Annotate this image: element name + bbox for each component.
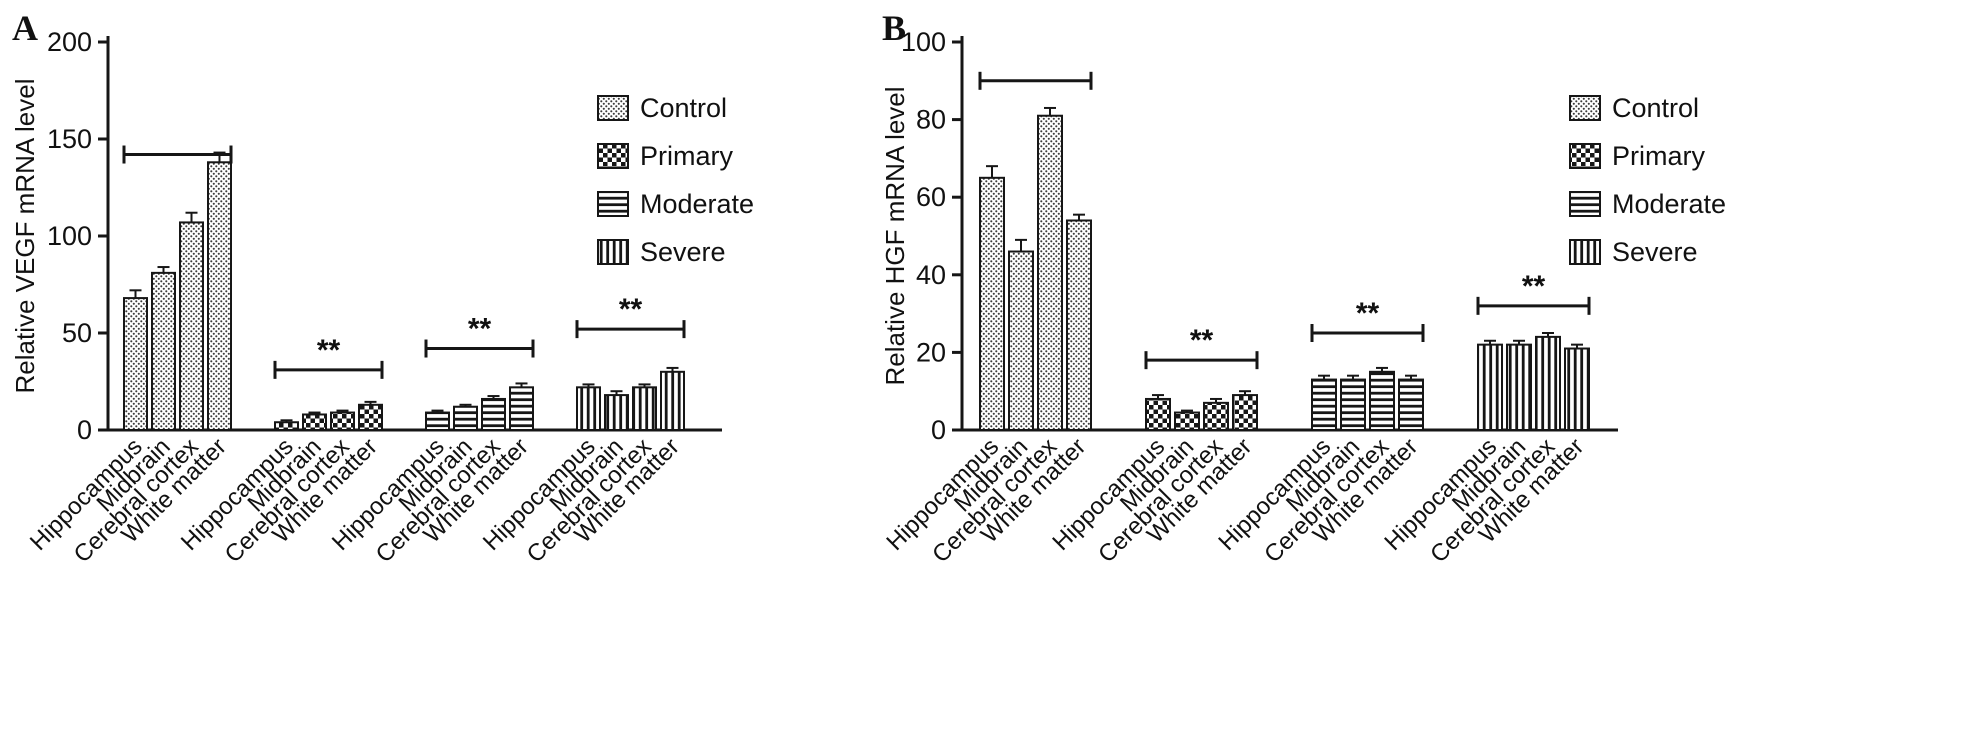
bar-primary-white-matter [1232, 394, 1258, 431]
bar-control-hippocampus [979, 176, 1005, 431]
legend-label-control: Control [640, 93, 727, 123]
bar-moderate-cerebral-cortex [1369, 370, 1395, 431]
panel-b-y-axis-label: Relative HGF mRNA level [880, 86, 910, 385]
bar-control-cerebral-cortex [179, 221, 204, 431]
significance-stars: ** [1356, 297, 1380, 330]
bar-control-midbrain [151, 271, 176, 431]
panel-a-plot-area: 050100150200HippocampusMidbrainCerebral … [25, 27, 754, 568]
panel-a-label: A [12, 8, 38, 48]
significance-stars: ** [468, 313, 492, 346]
bar-moderate-hippocampus [425, 411, 450, 432]
bar-moderate-midbrain [1340, 378, 1366, 431]
bar-moderate-cerebral-cortex [481, 397, 506, 431]
y-tick-label: 60 [916, 182, 946, 212]
bar-primary-hippocampus [1145, 397, 1171, 431]
bar-severe-white-matter [660, 370, 685, 431]
significance-stars: ** [1522, 270, 1546, 303]
y-tick-label: 40 [916, 260, 946, 290]
legend-swatch-primary [1569, 143, 1601, 169]
significance-stars: ** [317, 334, 341, 367]
bar-severe-hippocampus [576, 386, 601, 432]
bar-primary-hippocampus [274, 421, 299, 431]
bar-moderate-midbrain [453, 405, 478, 432]
bar-severe-midbrain [1506, 343, 1532, 432]
significance-stars: ** [619, 293, 643, 326]
panel-b-label: B [882, 8, 906, 48]
bar-control-white-matter [1066, 219, 1092, 431]
y-tick-label: 100 [901, 27, 946, 57]
bar-primary-cerebral-cortex [1203, 401, 1229, 431]
legend-label-primary: Primary [640, 141, 733, 171]
y-tick-label: 100 [47, 221, 92, 251]
legend-label-severe: Severe [1612, 237, 1698, 267]
bar-moderate-hippocampus [1311, 378, 1337, 431]
y-tick-label: 150 [47, 124, 92, 154]
legend-label-control: Control [1612, 93, 1699, 123]
bar-moderate-white-matter [509, 386, 534, 432]
y-tick-label: 0 [931, 415, 946, 445]
y-tick-label: 0 [77, 415, 92, 445]
bar-control-cerebral-cortex [1037, 114, 1063, 431]
bar-control-midbrain [1008, 250, 1034, 431]
panel-b-chart: B Relative HGF mRNA level 020406080100Hi… [880, 8, 1726, 568]
bar-severe-cerebral-cortex [632, 386, 657, 432]
legend-label-moderate: Moderate [1612, 189, 1726, 219]
significance-stars: ** [1190, 324, 1214, 357]
bar-primary-white-matter [358, 403, 383, 431]
y-tick-label: 50 [62, 318, 92, 348]
legend-swatch-moderate [1569, 191, 1601, 217]
panel-a-chart: A Relative VEGF mRNA level 050100150200H… [10, 8, 754, 568]
y-tick-label: 200 [47, 27, 92, 57]
bar-control-hippocampus [123, 297, 148, 431]
legend-label-primary: Primary [1612, 141, 1705, 171]
panel-b-plot-area: 020406080100HippocampusMidbrainCerebral … [881, 27, 1726, 568]
bar-severe-hippocampus [1477, 343, 1503, 432]
bar-severe-white-matter [1564, 347, 1590, 431]
bar-primary-midbrain [1174, 411, 1200, 432]
legend-swatch-severe [1569, 239, 1601, 265]
bar-severe-cerebral-cortex [1535, 335, 1561, 432]
legend-swatch-control [597, 95, 629, 121]
legend-swatch-primary [597, 143, 629, 169]
y-tick-label: 80 [916, 105, 946, 135]
legend-label-severe: Severe [640, 237, 726, 267]
bar-primary-midbrain [302, 413, 327, 432]
bar-moderate-white-matter [1398, 378, 1424, 431]
legend-label-moderate: Moderate [640, 189, 754, 219]
bar-control-white-matter [207, 161, 232, 431]
y-tick-label: 20 [916, 337, 946, 367]
legend-swatch-moderate [597, 191, 629, 217]
bar-primary-cerebral-cortex [330, 411, 355, 432]
panel-a-y-axis-label: Relative VEGF mRNA level [10, 79, 40, 394]
legend-swatch-control [1569, 95, 1601, 121]
bar-severe-midbrain [604, 394, 629, 431]
legend-swatch-severe [597, 239, 629, 265]
